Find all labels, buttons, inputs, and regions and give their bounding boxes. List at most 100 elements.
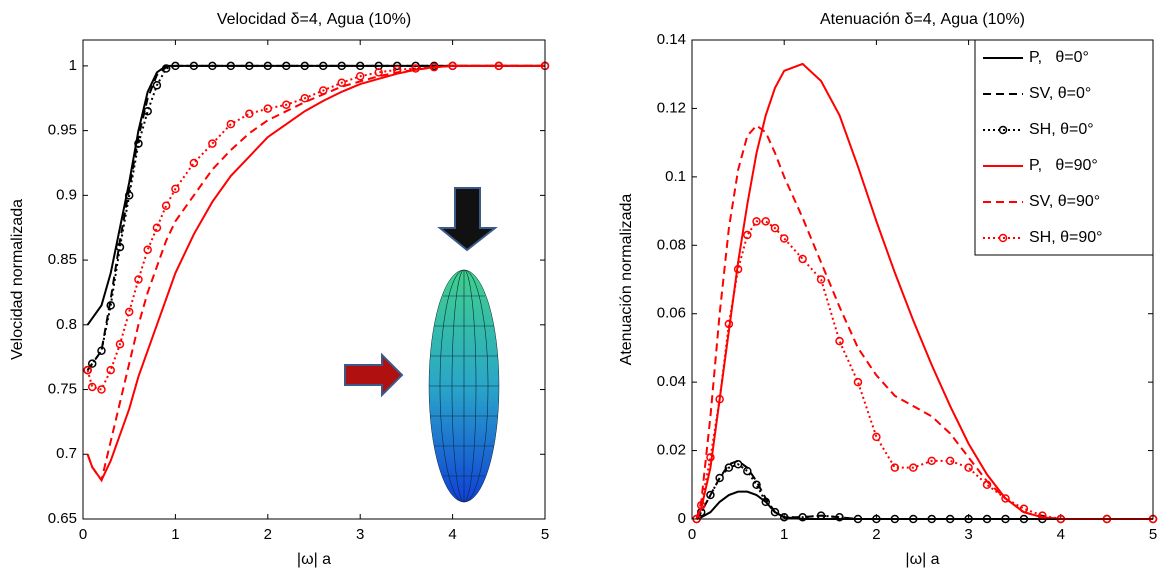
- data-point: [106, 301, 115, 310]
- y-tick-label: 0.02: [657, 442, 686, 459]
- data-point: [245, 61, 254, 71]
- data-point: [770, 507, 780, 517]
- y-tick-label: 0.08: [657, 236, 686, 253]
- data-point: [770, 223, 780, 233]
- data-point: [779, 234, 789, 243]
- data-point: [83, 365, 92, 375]
- data-point: [733, 460, 743, 469]
- series-line: [695, 463, 1153, 520]
- series-line: [695, 459, 1153, 520]
- legend-marker: [998, 233, 1008, 243]
- plot-frame: [691, 39, 1154, 520]
- y-tick-label: 0: [678, 510, 686, 527]
- y-tick-label: 0.8: [56, 316, 77, 333]
- series-line: [86, 64, 545, 371]
- data-point: [300, 61, 310, 71]
- data-point: [835, 336, 844, 346]
- data-point: [761, 497, 771, 507]
- x-axis-label: |ω| a: [297, 551, 331, 568]
- data-point: [724, 463, 734, 472]
- y-tick-label: 0.12: [657, 99, 686, 116]
- x-tick-label: 1: [780, 526, 788, 543]
- data-point: [87, 359, 97, 368]
- y-tick-label: 0.04: [657, 373, 686, 390]
- data-point: [161, 201, 171, 210]
- data-point: [318, 86, 328, 95]
- data-point: [226, 61, 236, 71]
- y-tick-label: 0.7: [56, 445, 77, 462]
- data-point: [1019, 504, 1029, 513]
- data-point: [733, 264, 743, 274]
- data-point: [337, 61, 346, 71]
- x-axis-label: |ω| a: [905, 551, 939, 568]
- legend-box: [974, 39, 1154, 256]
- data-point: [87, 382, 97, 392]
- data-point: [761, 217, 771, 226]
- data-point: [724, 319, 734, 329]
- data-point: [696, 501, 706, 510]
- data-point: [300, 94, 310, 103]
- data-point: [752, 480, 761, 490]
- data-point: [171, 184, 180, 194]
- legend-label: SV, θ=90°: [1029, 193, 1100, 210]
- data-point: [448, 61, 457, 71]
- data-point: [715, 395, 724, 404]
- data-point: [152, 223, 162, 232]
- legend-label: SV, θ=0°: [1029, 85, 1091, 102]
- data-point: [143, 245, 152, 254]
- data-point: [1001, 494, 1010, 503]
- data-point: [779, 513, 789, 522]
- data-point: [106, 365, 115, 375]
- y-tick-label: 0.75: [48, 381, 77, 398]
- x-tick-label: 4: [448, 526, 456, 543]
- data-point: [429, 62, 439, 72]
- plot-frame: [82, 39, 546, 520]
- data-point: [124, 191, 134, 200]
- y-tick-label: 0.95: [48, 122, 77, 139]
- data-point: [152, 81, 162, 90]
- data-point: [282, 61, 291, 71]
- data-point: [115, 242, 125, 252]
- data-point: [208, 139, 217, 148]
- x-tick-label: 3: [964, 526, 972, 543]
- data-point: [97, 346, 106, 355]
- data-point: [964, 463, 973, 472]
- data-point: [835, 513, 844, 522]
- data-point: [226, 119, 236, 129]
- chart-title: Velocidad δ=4, Agua (10%): [217, 11, 411, 28]
- y-tick-label: 0.9: [56, 186, 77, 203]
- data-point: [392, 61, 402, 71]
- data-point: [263, 104, 273, 113]
- data-point: [115, 339, 125, 349]
- data-point: [982, 480, 992, 490]
- data-point: [124, 307, 134, 317]
- data-point: [743, 230, 752, 240]
- data-point: [798, 513, 807, 522]
- x-tick-label: 2: [264, 526, 272, 543]
- data-point: [171, 61, 180, 71]
- data-point: [494, 61, 504, 71]
- data-point: [743, 466, 752, 476]
- data-point: [355, 71, 365, 81]
- data-point: [134, 275, 143, 284]
- y-axis-label: Atenuación normalizada: [618, 194, 635, 366]
- data-point: [706, 490, 715, 500]
- legend: P, θ=0° SV, θ=0° SH, θ=0° P, θ=90° SV, θ=90°…: [974, 39, 1154, 256]
- inset-illustration: [344, 187, 500, 503]
- series-line: [86, 64, 545, 483]
- data-point: [872, 432, 881, 442]
- data-point: [143, 106, 152, 116]
- data-point: [263, 61, 273, 71]
- data-point: [161, 64, 171, 73]
- data-point: [945, 456, 955, 466]
- x-tick-label: 5: [541, 526, 549, 543]
- data-point: [715, 473, 724, 483]
- data-point: [752, 217, 761, 226]
- y-tick-label: 0.65: [48, 510, 77, 527]
- legend-label: P, θ=0°: [1029, 49, 1089, 66]
- y-tick-label: 0.14: [657, 31, 686, 48]
- series-line: [695, 124, 1153, 520]
- data-point: [245, 109, 254, 119]
- y-tick-label: 0.85: [48, 251, 77, 268]
- data-point: [909, 463, 918, 472]
